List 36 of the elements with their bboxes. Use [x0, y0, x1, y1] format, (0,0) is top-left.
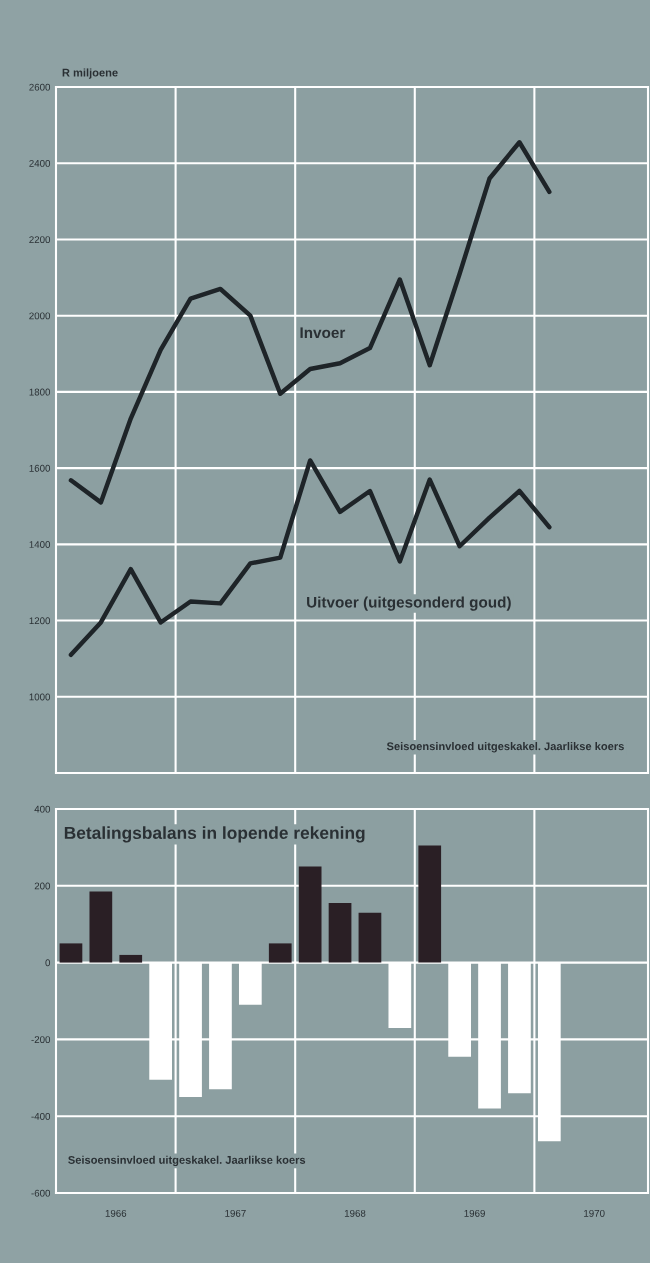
- y-tick-label: 1800: [29, 388, 51, 396]
- y-tick-label: -200: [31, 1036, 51, 1044]
- annotation: Seisoensinvloed uitgeskakel. Jaarlikse koers: [68, 1155, 306, 1167]
- bar: [268, 943, 292, 963]
- bar: [298, 866, 322, 963]
- text: Uitvoer (uitgesonderd goud): [307, 596, 511, 611]
- y-tick-label: 2400: [29, 159, 51, 167]
- y-tick-label: 1600: [29, 464, 51, 472]
- x-tick-label: 1967: [225, 1209, 246, 1217]
- y-tick-label: 1400: [29, 541, 51, 548]
- annotation: Seisoensinvloed uitgeskakel. Jaarlikse koers: [386, 742, 624, 753]
- x-tick-label: 1969: [464, 1209, 485, 1217]
- y-tick-label: 200: [34, 882, 51, 890]
- y-axis-title: R miljoene: [62, 68, 118, 79]
- line-series: [68, 458, 552, 658]
- text: Betalingsbalans in lopende rekening: [64, 826, 365, 843]
- y-tick-label: -600: [31, 1189, 51, 1197]
- y-tick-label: 0: [45, 959, 51, 967]
- x-tick-label: 1966: [105, 1209, 127, 1217]
- series-label: Invoer: [300, 327, 346, 339]
- bar: [59, 943, 83, 963]
- y-tick-label: 2200: [29, 236, 51, 244]
- y-tick-label: -400: [31, 1112, 51, 1120]
- bar: [418, 845, 442, 963]
- x-tick-label: 1968: [344, 1209, 366, 1217]
- bar: [89, 891, 113, 963]
- y-tick-label: 1200: [29, 617, 51, 625]
- bar: [119, 954, 143, 963]
- y-tick-label: 1000: [29, 693, 51, 701]
- bar: [328, 903, 352, 963]
- x-tick-label: 1970: [584, 1209, 605, 1217]
- bar: [358, 912, 382, 963]
- y-tick-label: 400: [34, 805, 51, 813]
- y-tick-label: 2600: [29, 83, 51, 91]
- line-series: [68, 140, 552, 505]
- y-tick-label: 2000: [29, 312, 51, 320]
